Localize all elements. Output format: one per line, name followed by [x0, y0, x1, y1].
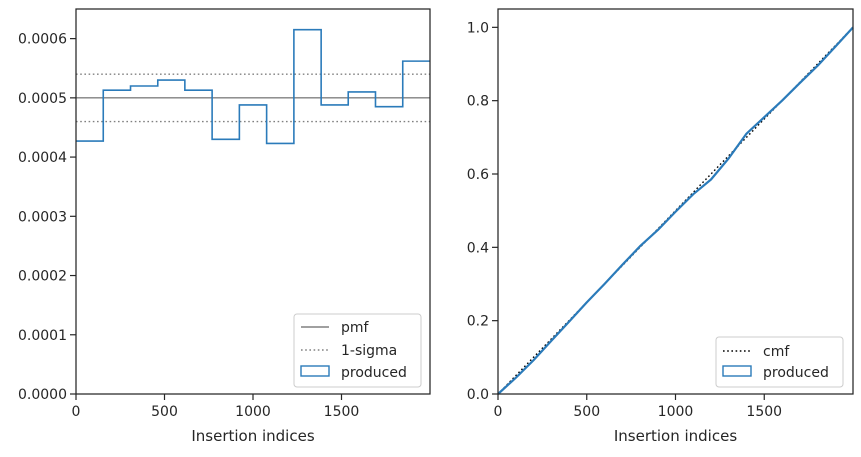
right-legend: cmf produced [716, 337, 843, 387]
cmf-chart: 0 500 1000 1500 0.0 0.2 0.4 0.6 0.8 1.0 Insertion… [467, 9, 853, 445]
pmf-chart: 0 500 1000 1500 0.0000 0.0001 0.0002 0.0003 0.00… [18, 9, 430, 445]
left-y-tick-label: 0.0002 [18, 269, 67, 285]
left-x-tick-label: 500 [151, 404, 178, 420]
left-legend: pmf 1-sigma produced [294, 314, 421, 387]
right-y-tick-label: 0.6 [467, 167, 489, 183]
right-plot-frame [498, 9, 853, 394]
left-y-tick-label: 0.0000 [18, 387, 67, 403]
left-y-tick-label: 0.0006 [18, 32, 67, 48]
left-y-tick-label: 0.0005 [18, 91, 67, 107]
legend-pmf-label: pmf [341, 320, 370, 336]
right-y-tick-label: 0.0 [467, 387, 489, 403]
right-y-tick-label: 0.2 [467, 314, 489, 330]
left-x-tick-label: 0 [72, 404, 81, 420]
right-y-tick-label: 1.0 [467, 20, 489, 36]
legend-produced-label-right: produced [763, 365, 829, 381]
right-y-tick-label: 0.8 [467, 94, 489, 110]
left-x-tick-label: 1500 [324, 404, 360, 420]
right-x-tick-label: 0 [494, 404, 503, 420]
left-y-tick-label: 0.0003 [18, 209, 67, 225]
legend-cmf-label: cmf [763, 344, 790, 360]
right-y-tick-label: 0.4 [467, 240, 489, 256]
left-x-tick-label: 1000 [235, 404, 271, 420]
legend-sigma-label: 1-sigma [341, 343, 397, 359]
left-y-tick-label: 0.0001 [18, 328, 67, 344]
right-x-tick-label: 1000 [658, 404, 694, 420]
right-x-tick-label: 500 [573, 404, 600, 420]
left-x-axis-label: Insertion indices [191, 427, 314, 445]
legend-produced-label: produced [341, 365, 407, 381]
left-y-tick-label: 0.0004 [18, 150, 67, 166]
right-x-axis-label: Insertion indices [614, 427, 737, 445]
produced-histogram-step [76, 30, 430, 144]
right-x-tick-label: 1500 [746, 404, 782, 420]
